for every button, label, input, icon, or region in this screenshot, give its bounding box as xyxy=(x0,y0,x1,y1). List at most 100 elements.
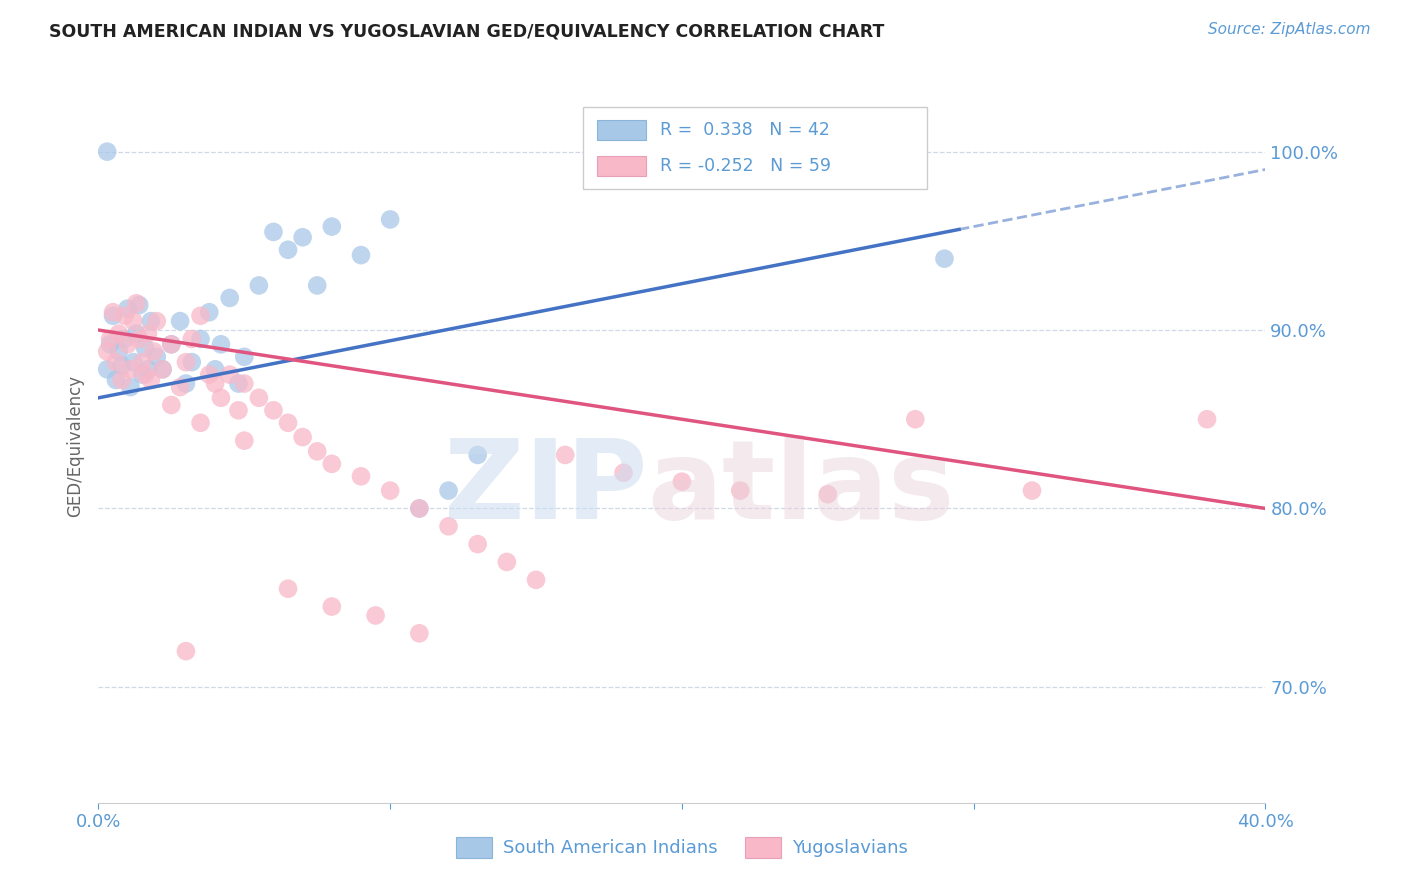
Point xyxy=(128,298,150,312)
Point xyxy=(114,309,136,323)
Point xyxy=(233,434,256,448)
Point xyxy=(350,248,373,262)
Point xyxy=(160,337,183,351)
Point xyxy=(180,355,202,369)
Text: ZIP: ZIP xyxy=(443,435,647,542)
Bar xyxy=(582,107,927,189)
Point xyxy=(233,376,256,391)
Text: atlas: atlas xyxy=(647,435,955,542)
Point xyxy=(131,355,153,369)
Point xyxy=(496,555,519,569)
Point xyxy=(180,332,202,346)
Point xyxy=(437,483,460,498)
Point xyxy=(104,355,127,369)
Point xyxy=(174,644,197,658)
Point xyxy=(247,391,270,405)
Point xyxy=(125,326,148,341)
Point xyxy=(122,355,145,369)
Point xyxy=(307,278,329,293)
Point xyxy=(169,380,191,394)
Text: R =  0.338   N = 42: R = 0.338 N = 42 xyxy=(659,121,830,139)
Bar xyxy=(596,120,645,140)
Point xyxy=(228,376,250,391)
Point xyxy=(128,332,150,346)
Point xyxy=(209,337,232,351)
Legend: South American Indians, Yugoslavians: South American Indians, Yugoslavians xyxy=(449,830,915,865)
Point xyxy=(96,344,118,359)
Point xyxy=(321,219,343,234)
Point xyxy=(321,457,343,471)
Text: Source: ZipAtlas.com: Source: ZipAtlas.com xyxy=(1208,22,1371,37)
Point xyxy=(467,448,489,462)
Point xyxy=(96,145,118,159)
Point xyxy=(108,326,131,341)
Point xyxy=(136,326,159,341)
Point xyxy=(198,368,221,382)
Point xyxy=(122,314,145,328)
Point xyxy=(437,519,460,533)
Point xyxy=(104,373,127,387)
Point xyxy=(612,466,634,480)
Point xyxy=(1195,412,1218,426)
Point xyxy=(380,483,402,498)
Point xyxy=(111,373,134,387)
Point xyxy=(142,344,165,359)
Point xyxy=(524,573,547,587)
Point xyxy=(554,448,576,462)
Point xyxy=(228,403,250,417)
Point xyxy=(139,314,162,328)
Point xyxy=(277,582,299,596)
Point xyxy=(277,416,299,430)
Point xyxy=(233,350,256,364)
Point xyxy=(350,469,373,483)
Point xyxy=(190,416,212,430)
Point xyxy=(174,376,197,391)
Point xyxy=(364,608,387,623)
Point xyxy=(136,362,159,376)
Point xyxy=(139,373,162,387)
Point xyxy=(730,483,752,498)
Point xyxy=(120,362,142,376)
Point xyxy=(190,332,212,346)
Point xyxy=(96,362,118,376)
Point xyxy=(111,359,134,373)
Bar xyxy=(596,155,645,176)
Point xyxy=(120,380,142,394)
Point xyxy=(209,391,232,405)
Point xyxy=(98,332,121,346)
Point xyxy=(247,278,270,293)
Point xyxy=(204,376,226,391)
Point xyxy=(190,309,212,323)
Point xyxy=(262,403,284,417)
Point xyxy=(160,337,183,351)
Point xyxy=(218,291,240,305)
Point xyxy=(467,537,489,551)
Point xyxy=(307,444,329,458)
Point xyxy=(277,243,299,257)
Point xyxy=(934,252,956,266)
Point xyxy=(146,350,169,364)
Point xyxy=(108,344,131,359)
Point xyxy=(131,368,153,382)
Point xyxy=(160,398,183,412)
Point xyxy=(134,368,156,382)
Point xyxy=(218,368,240,382)
Point xyxy=(291,430,314,444)
Point xyxy=(117,337,139,351)
Point xyxy=(101,309,124,323)
Point xyxy=(291,230,314,244)
Point xyxy=(152,362,174,376)
Text: SOUTH AMERICAN INDIAN VS YUGOSLAVIAN GED/EQUIVALENCY CORRELATION CHART: SOUTH AMERICAN INDIAN VS YUGOSLAVIAN GED… xyxy=(49,22,884,40)
Point xyxy=(380,212,402,227)
Point xyxy=(146,314,169,328)
Point xyxy=(152,362,174,376)
Point xyxy=(98,337,121,351)
Point xyxy=(408,501,430,516)
Point xyxy=(125,296,148,310)
Point xyxy=(204,362,226,376)
Point xyxy=(169,314,191,328)
Point xyxy=(1021,483,1043,498)
Point xyxy=(671,475,693,489)
Point xyxy=(904,412,927,426)
Point xyxy=(114,332,136,346)
